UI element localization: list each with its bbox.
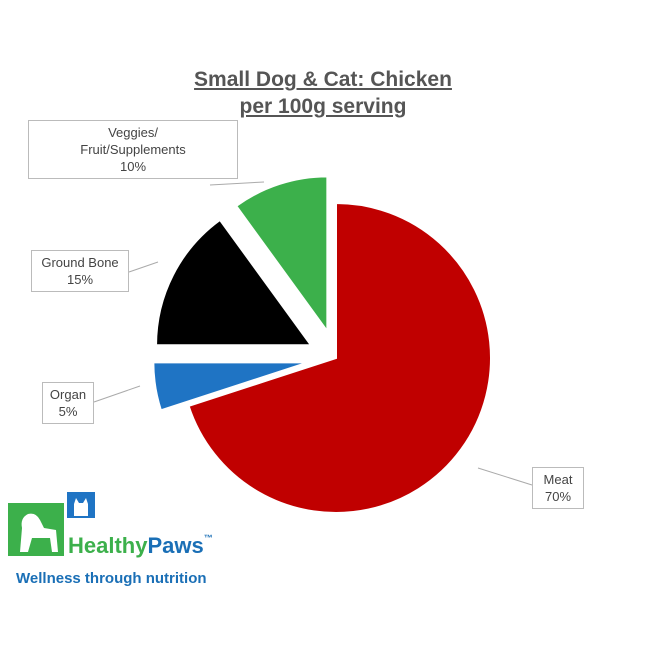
label-value: 10% <box>119 159 147 174</box>
pie-slice <box>152 361 309 412</box>
data-label: Veggies/ Fruit/Supplements 10% <box>28 120 238 179</box>
data-label: Organ 5% <box>42 382 94 424</box>
brand-second: Paws <box>147 533 204 558</box>
logo-icon <box>8 492 95 556</box>
leader-line <box>128 261 159 273</box>
leader-line <box>93 385 141 403</box>
brand: HealthyPaws™ <box>68 533 213 559</box>
data-label: Ground Bone 15% <box>31 250 129 292</box>
pie-slice <box>187 201 492 514</box>
label-value: 5% <box>58 404 78 419</box>
label-category: Veggies/ Fruit/Supplements <box>80 125 186 157</box>
data-label: Meat 70% <box>532 467 584 509</box>
pie-slice <box>234 175 329 335</box>
logo-cat <box>74 498 88 516</box>
label-category: Organ <box>49 387 87 402</box>
trademark: ™ <box>203 533 213 543</box>
label-category: Ground Bone <box>41 255 119 270</box>
brand-first: Healthy <box>68 533 148 558</box>
label-value: 70% <box>544 489 572 504</box>
leader-line <box>209 181 265 186</box>
pie-slice <box>155 218 314 347</box>
chart-title: Small Dog & Cat: Chicken per 100g servin… <box>194 68 452 118</box>
label-category: Meat <box>543 472 573 487</box>
logo-dog <box>20 513 58 552</box>
tagline: Wellness through nutrition <box>16 570 207 587</box>
leader-line <box>477 467 533 486</box>
label-value: 15% <box>66 272 94 287</box>
